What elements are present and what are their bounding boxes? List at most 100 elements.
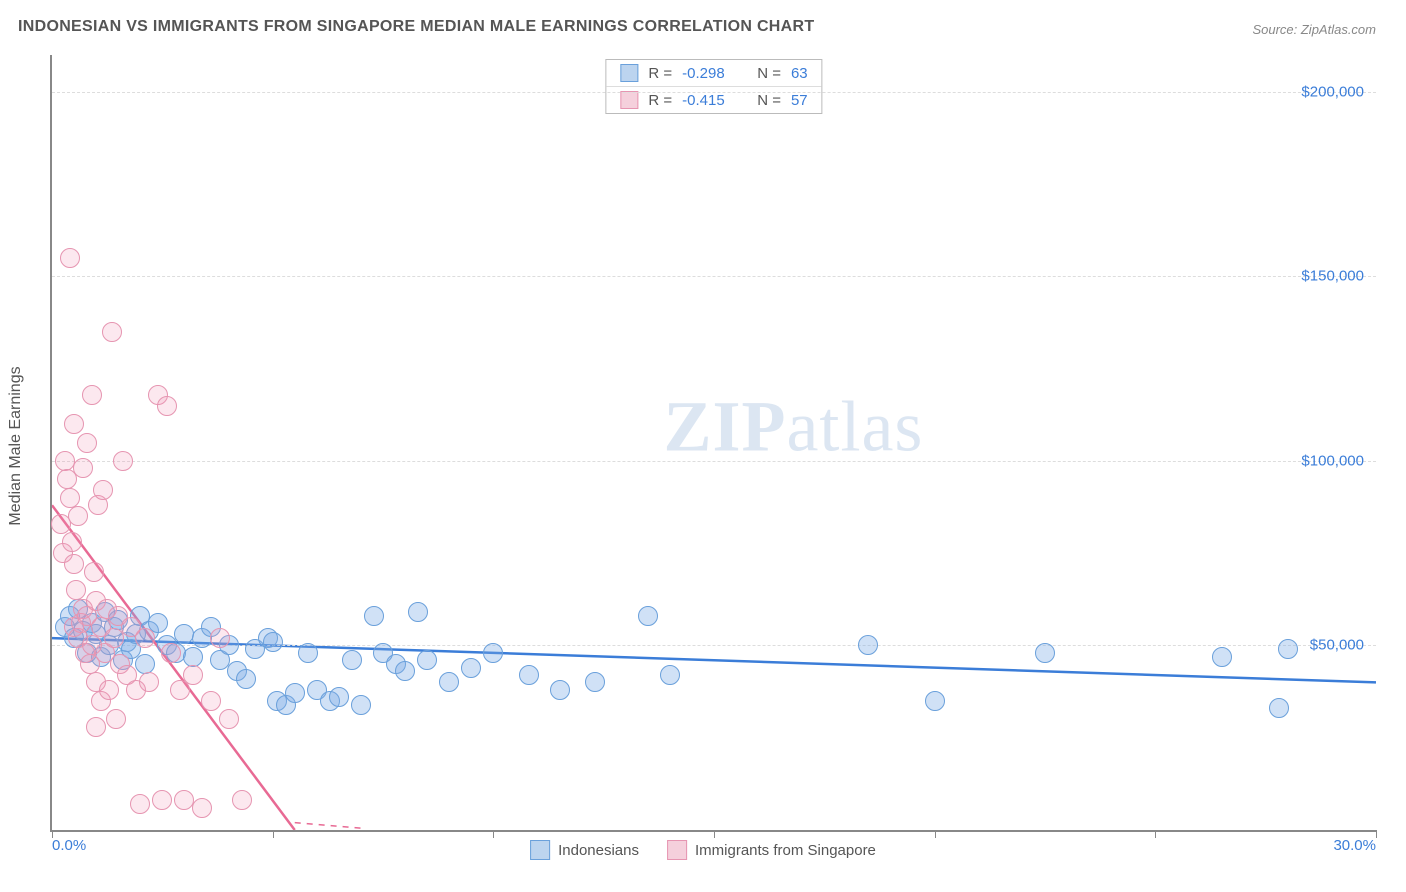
scatter-point [1035,643,1055,663]
legend-swatch [667,840,687,860]
scatter-point [66,580,86,600]
gridline-h [52,92,1376,93]
scatter-point [64,414,84,434]
stats-n-value: 63 [791,65,808,82]
stats-r-value: -0.415 [682,92,725,109]
scatter-point [157,396,177,416]
scatter-point [64,554,84,574]
y-tick-label: $200,000 [1301,83,1364,100]
scatter-point [60,488,80,508]
scatter-point [219,709,239,729]
scatter-point [210,628,230,648]
scatter-point [60,248,80,268]
scatter-point [73,458,93,478]
scatter-point [93,480,113,500]
scatter-point [263,632,283,652]
scatter-point [461,658,481,678]
legend-label: Indonesians [558,842,639,859]
scatter-point [161,643,181,663]
stats-r-label: R = [648,65,672,82]
scatter-point [82,385,102,405]
scatter-point [351,695,371,715]
scatter-point [483,643,503,663]
scatter-point [174,624,194,644]
plot-area: ZIPatlas R = -0.298 N = 63R = -0.415 N =… [50,55,1376,832]
scatter-point [408,602,428,622]
stats-row: R = -0.298 N = 63 [606,60,821,87]
source-credit: Source: ZipAtlas.com [1252,22,1376,37]
stats-r-label: R = [648,92,672,109]
legend-item: Immigrants from Singapore [667,840,876,860]
trend-line [295,823,361,829]
source-prefix: Source: [1252,22,1300,37]
stats-r-value: -0.298 [682,65,725,82]
scatter-point [285,683,305,703]
y-tick-label: $150,000 [1301,268,1364,285]
scatter-point [102,322,122,342]
scatter-point [86,717,106,737]
scatter-point [660,665,680,685]
scatter-point [1212,647,1232,667]
scatter-point [439,672,459,692]
scatter-point [1269,698,1289,718]
x-tick-mark [1376,830,1377,838]
svg-overlay [52,55,1376,830]
x-tick-mark [1155,830,1156,838]
legend-label: Immigrants from Singapore [695,842,876,859]
scatter-point [192,798,212,818]
watermark-rest: atlas [786,387,923,467]
scatter-point [130,794,150,814]
scatter-point [417,650,437,670]
bottom-legend: Indonesians Immigrants from Singapore [530,840,876,860]
watermark: ZIPatlas [663,386,923,469]
scatter-point [62,532,82,552]
scatter-point [77,433,97,453]
x-tick-mark [273,830,274,838]
x-axis-max-label: 30.0% [1333,837,1376,854]
y-tick-label: $50,000 [1310,637,1364,654]
scatter-point [232,790,252,810]
stats-legend-box: R = -0.298 N = 63R = -0.415 N = 57 [605,59,822,114]
scatter-point [183,665,203,685]
scatter-point [99,680,119,700]
scatter-point [585,672,605,692]
scatter-point [364,606,384,626]
x-axis-min-label: 0.0% [52,837,86,854]
scatter-point [342,650,362,670]
scatter-point [139,672,159,692]
stats-n-value: 57 [791,92,808,109]
scatter-point [1278,639,1298,659]
scatter-point [298,643,318,663]
scatter-point [183,647,203,667]
scatter-point [329,687,349,707]
stats-n-label: N = [757,92,781,109]
scatter-point [68,506,88,526]
legend-swatch [530,840,550,860]
scatter-point [858,635,878,655]
legend-item: Indonesians [530,840,639,860]
x-tick-mark [493,830,494,838]
scatter-point [152,790,172,810]
scatter-point [638,606,658,626]
chart-title: INDONESIAN VS IMMIGRANTS FROM SINGAPORE … [18,18,814,36]
scatter-point [395,661,415,681]
watermark-bold: ZIP [663,387,786,467]
scatter-point [113,451,133,471]
legend-swatch [620,91,638,109]
scatter-point [135,654,155,674]
legend-swatch [620,64,638,82]
x-tick-mark [714,830,715,838]
gridline-h [52,461,1376,462]
y-axis-title: Median Male Earnings [7,366,25,525]
scatter-point [236,669,256,689]
stats-row: R = -0.415 N = 57 [606,87,821,113]
scatter-point [201,691,221,711]
source-name: ZipAtlas.com [1301,22,1376,37]
scatter-point [519,665,539,685]
scatter-point [104,628,124,648]
scatter-point [64,617,84,637]
y-tick-label: $100,000 [1301,452,1364,469]
scatter-point [106,709,126,729]
gridline-h [52,276,1376,277]
scatter-point [84,562,104,582]
